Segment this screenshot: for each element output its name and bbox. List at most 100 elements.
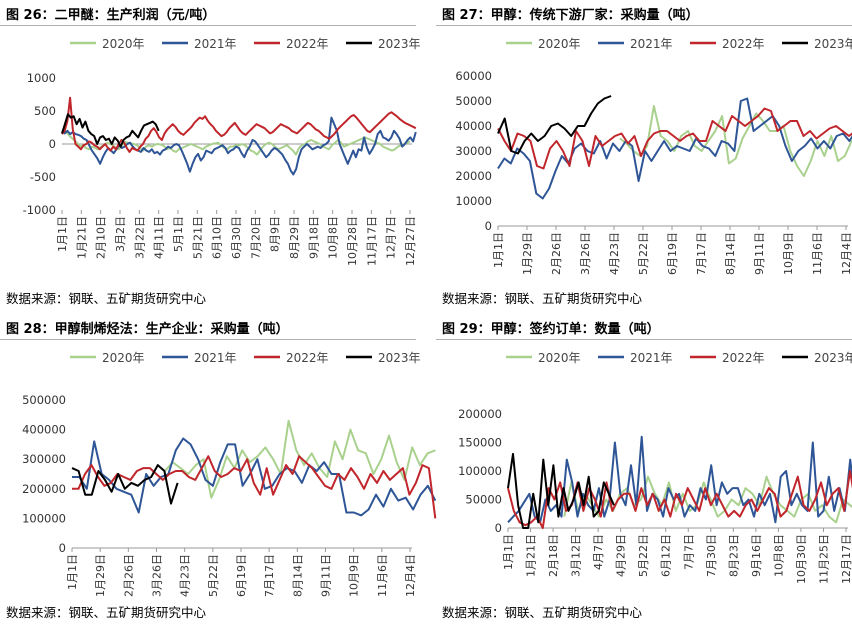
y-tick-label: 200000 xyxy=(22,482,66,496)
series-line-2023年 xyxy=(507,452,615,529)
chart-title: 图 26：二甲醚：生产利润（元/吨） xyxy=(6,8,216,23)
y-tick-label: -500 xyxy=(30,170,56,184)
chart-panel-27: 图 27：甲醇：传统下游厂家：采购量（吨） 2020年 2021年 2022年 202… xyxy=(436,0,852,306)
x-tick-label: 6月30日 xyxy=(230,216,243,259)
x-tick-label: 12月4日 xyxy=(840,232,852,275)
legend-label: 2022年 xyxy=(722,37,765,51)
x-tick-label: 8月9日 xyxy=(269,216,282,252)
x-tick-label: 6月12日 xyxy=(660,534,673,577)
chart-panel-29: 图 29：甲醇：签约订单：数量（吨） 2020年 2021年 2022年 2023年 2… xyxy=(436,314,852,620)
x-tick-label: 1月1日 xyxy=(492,232,505,268)
y-tick-label: 0 xyxy=(495,521,502,535)
series-line-2023年 xyxy=(497,95,612,155)
x-tick-label: 1月1日 xyxy=(502,534,515,570)
chart-source: 数据来源：钢联、五矿期货研究中心 xyxy=(442,605,643,620)
mto-purchase-chart: 2020年 2021年 2022年 2023年 500000 400000 300000 20… xyxy=(22,351,437,597)
x-tick-label: 11月17日 xyxy=(365,216,378,266)
x-tick-label: 10月8日 xyxy=(772,534,785,577)
x-tick-label: 5月22日 xyxy=(637,534,650,577)
x-tick-label: 6月19日 xyxy=(235,554,248,597)
x-tick-label: 4月23日 xyxy=(608,232,621,275)
series-line-2020年 xyxy=(164,419,436,499)
y-tick-label: 0 xyxy=(59,541,66,555)
x-tick-label: 10月9日 xyxy=(348,554,361,597)
legend-label: 2022年 xyxy=(286,37,329,51)
series-line-2021年 xyxy=(72,437,437,517)
x-tick-label: 7月30日 xyxy=(705,534,718,577)
legend-label: 2023年 xyxy=(814,37,852,51)
chart-legend: 2020年 2021年 2022年 2023年 xyxy=(506,37,852,51)
series-line-2020年 xyxy=(619,105,852,177)
x-tick-label: 12月7日 xyxy=(385,216,398,259)
series-line-2023年 xyxy=(71,464,179,505)
legend-label: 2020年 xyxy=(538,37,581,51)
x-tick-label: 10月8日 xyxy=(327,216,340,259)
x-tick-label: 5月22日 xyxy=(637,232,650,275)
x-tick-label: 10月9日 xyxy=(782,232,795,275)
y-tick-label: 60000 xyxy=(455,69,492,83)
legend-label: 2022年 xyxy=(722,351,765,365)
y-tick-label: -1000 xyxy=(23,203,56,217)
chart-legend: 2020年 2021年 2022年 2023年 xyxy=(70,37,421,51)
x-tick-label: 8月14日 xyxy=(291,554,304,597)
y-tick-label: 100000 xyxy=(458,464,502,478)
legend-label: 2021年 xyxy=(194,37,237,51)
y-tick-label: 150000 xyxy=(458,436,502,450)
x-tick-label: 11月25日 xyxy=(817,534,830,584)
traditional-downstream-purchase-chart: 2020年 2021年 2022年 2023年 60000 50000 40000 30000… xyxy=(455,37,852,275)
y-tick-label: 300000 xyxy=(22,452,66,466)
x-tick-label: 5月22日 xyxy=(207,554,220,597)
chart-legend: 2020年 2021年 2022年 2023年 xyxy=(70,351,421,365)
x-tick-label: 8月14日 xyxy=(724,232,737,275)
x-tick-label: 9月18日 xyxy=(307,216,320,259)
x-tick-label: 9月11日 xyxy=(753,232,766,275)
chart-title: 图 27：甲醇：传统下游厂家：采购量（吨） xyxy=(442,8,699,23)
title-divider xyxy=(436,339,852,340)
legend-label: 2021年 xyxy=(630,37,673,51)
chart-title: 图 28：甲醇制烯烃法：生产企业：采购量（吨） xyxy=(6,322,289,337)
x-tick-label: 12月27日 xyxy=(404,216,417,266)
x-tick-label: 11月6日 xyxy=(376,554,389,597)
legend-label: 2023年 xyxy=(814,351,852,365)
chart-legend: 2020年 2021年 2022年 2023年 xyxy=(506,351,852,365)
y-tick-label: 500 xyxy=(34,104,56,118)
y-tick-label: 1000 xyxy=(27,71,56,85)
x-tick-label: 2月26日 xyxy=(550,232,563,275)
y-tick-label: 0 xyxy=(49,137,56,151)
series-line-2022年 xyxy=(497,107,852,170)
x-tick-label: 4月7日 xyxy=(592,534,605,570)
legend-label: 2021年 xyxy=(194,351,237,365)
chart-panel-26: 图 26：二甲醚：生产利润（元/吨） 2020年 2021年 2022年 2023年 1… xyxy=(0,0,421,306)
y-tick-label: 10000 xyxy=(455,194,492,208)
x-tick-label: 4月23日 xyxy=(179,554,192,597)
x-tick-label: 3月26日 xyxy=(151,554,164,597)
series-line-2021年 xyxy=(507,435,852,524)
x-tick-label: 3月22日 xyxy=(133,216,146,259)
chart-source: 数据来源：钢联、五矿期货研究中心 xyxy=(6,291,207,306)
x-tick-label: 2月18日 xyxy=(547,534,560,577)
x-tick-label: 1月1日 xyxy=(66,554,79,590)
x-tick-label: 7月20日 xyxy=(249,216,262,259)
signed-orders-chart: 2020年 2021年 2022年 2023年 200000 150000 100000 50… xyxy=(458,351,852,584)
chart-panel-28: 图 28：甲醇制烯烃法：生产企业：采购量（吨） 2020年 2021年 2022年 2… xyxy=(0,314,437,620)
legend-label: 2020年 xyxy=(102,351,145,365)
series-line-2022年 xyxy=(61,96,417,153)
y-tick-label: 50000 xyxy=(465,493,502,507)
legend-label: 2023年 xyxy=(378,351,421,365)
y-tick-label: 20000 xyxy=(455,169,492,183)
x-tick-label: 3月2日 xyxy=(114,216,127,252)
title-divider xyxy=(436,25,852,26)
y-tick-label: 50000 xyxy=(455,94,492,108)
x-tick-label: 5月21日 xyxy=(191,216,204,259)
series-line-2022年 xyxy=(72,455,437,519)
x-tick-label: 10月28日 xyxy=(346,216,359,266)
x-tick-label: 8月23日 xyxy=(727,534,740,577)
y-tick-label: 40000 xyxy=(455,119,492,133)
x-tick-label: 1月29日 xyxy=(521,232,534,275)
x-tick-label: 2月10日 xyxy=(95,216,108,259)
y-tick-label: 500000 xyxy=(22,393,66,407)
legend-label: 2021年 xyxy=(630,351,673,365)
title-divider xyxy=(0,339,416,340)
x-tick-label: 4月11日 xyxy=(153,216,166,259)
series-line-2023年 xyxy=(61,113,160,148)
